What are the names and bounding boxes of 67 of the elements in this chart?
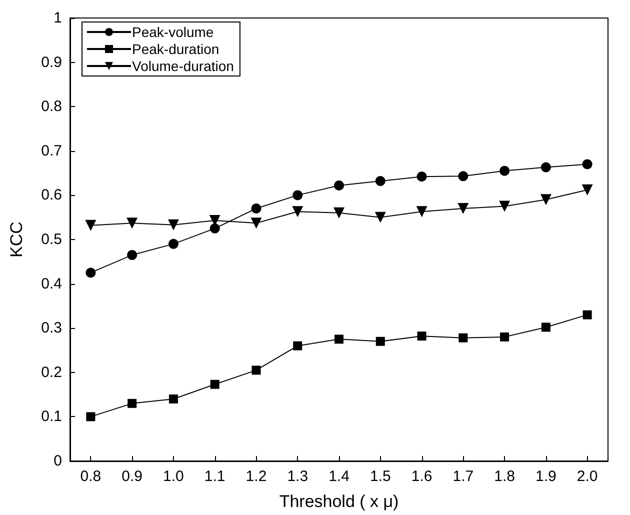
x-tick-label: 1.4 bbox=[328, 468, 350, 485]
point bbox=[334, 180, 344, 190]
x-tick-label: 1.3 bbox=[287, 468, 308, 485]
point bbox=[540, 194, 552, 206]
x-tick-label: 1.7 bbox=[452, 468, 474, 485]
point bbox=[458, 202, 469, 214]
x-tick-label: 2.0 bbox=[576, 468, 598, 485]
y-tick-label: 0.3 bbox=[41, 320, 62, 337]
point bbox=[250, 218, 262, 229]
point bbox=[500, 166, 510, 176]
y-tick-label: 0.6 bbox=[41, 186, 62, 204]
point bbox=[416, 206, 428, 218]
y-tick-label: 0.4 bbox=[41, 275, 62, 292]
y-tick-label: 0 bbox=[54, 452, 62, 470]
point bbox=[252, 366, 261, 375]
point bbox=[582, 310, 592, 320]
x-tick-label: 0.8 bbox=[80, 468, 102, 485]
y-tick-label: 0.1 bbox=[41, 408, 62, 426]
point bbox=[210, 380, 220, 389]
x-tick-label: 1.8 bbox=[494, 468, 515, 485]
point bbox=[499, 200, 510, 212]
legend-label: Peak-duration bbox=[132, 41, 220, 57]
point bbox=[86, 268, 96, 278]
point bbox=[292, 206, 304, 218]
point bbox=[374, 212, 386, 223]
point bbox=[292, 190, 303, 200]
y-tick-label: 1 bbox=[54, 10, 62, 26]
y-tick-label: 0.9 bbox=[41, 54, 62, 71]
point bbox=[334, 334, 344, 344]
x-tick-label: 1.5 bbox=[370, 468, 391, 485]
point bbox=[458, 333, 468, 342]
point bbox=[582, 159, 592, 170]
point bbox=[210, 223, 220, 234]
x-tick-label: 1.2 bbox=[246, 468, 267, 485]
point bbox=[293, 341, 302, 350]
y-axis-title: KCC bbox=[7, 222, 26, 258]
x-tick-label: 1.1 bbox=[204, 468, 226, 485]
point bbox=[416, 172, 427, 182]
point bbox=[500, 332, 510, 342]
point bbox=[541, 322, 550, 332]
point bbox=[458, 171, 468, 182]
y-tick-label: 0.8 bbox=[41, 98, 62, 116]
x-axis-title: Threshold ( x μ) bbox=[279, 492, 399, 511]
point bbox=[582, 184, 593, 196]
point bbox=[126, 218, 138, 229]
point bbox=[86, 412, 96, 422]
x-tick-label: 1.6 bbox=[411, 468, 432, 485]
y-tick-label: 0.5 bbox=[41, 231, 62, 248]
point bbox=[128, 398, 137, 408]
legend-label: Peak-volume bbox=[132, 24, 214, 40]
point bbox=[127, 250, 138, 260]
point bbox=[251, 203, 262, 214]
y-tick-label: 0.2 bbox=[41, 364, 62, 381]
y-tick-label: 0.7 bbox=[41, 142, 62, 160]
point bbox=[334, 207, 344, 218]
point bbox=[376, 336, 385, 346]
x-tick-label: 1.9 bbox=[535, 468, 556, 485]
point bbox=[85, 220, 96, 231]
point bbox=[168, 238, 178, 249]
legend-label: Volume-duration bbox=[132, 58, 234, 74]
x-tick-label: 0.9 bbox=[122, 468, 143, 485]
point bbox=[417, 332, 426, 341]
point bbox=[168, 219, 179, 230]
point bbox=[540, 162, 551, 172]
point bbox=[375, 176, 386, 186]
x-tick-label: 1.0 bbox=[163, 468, 184, 485]
point bbox=[168, 394, 178, 404]
